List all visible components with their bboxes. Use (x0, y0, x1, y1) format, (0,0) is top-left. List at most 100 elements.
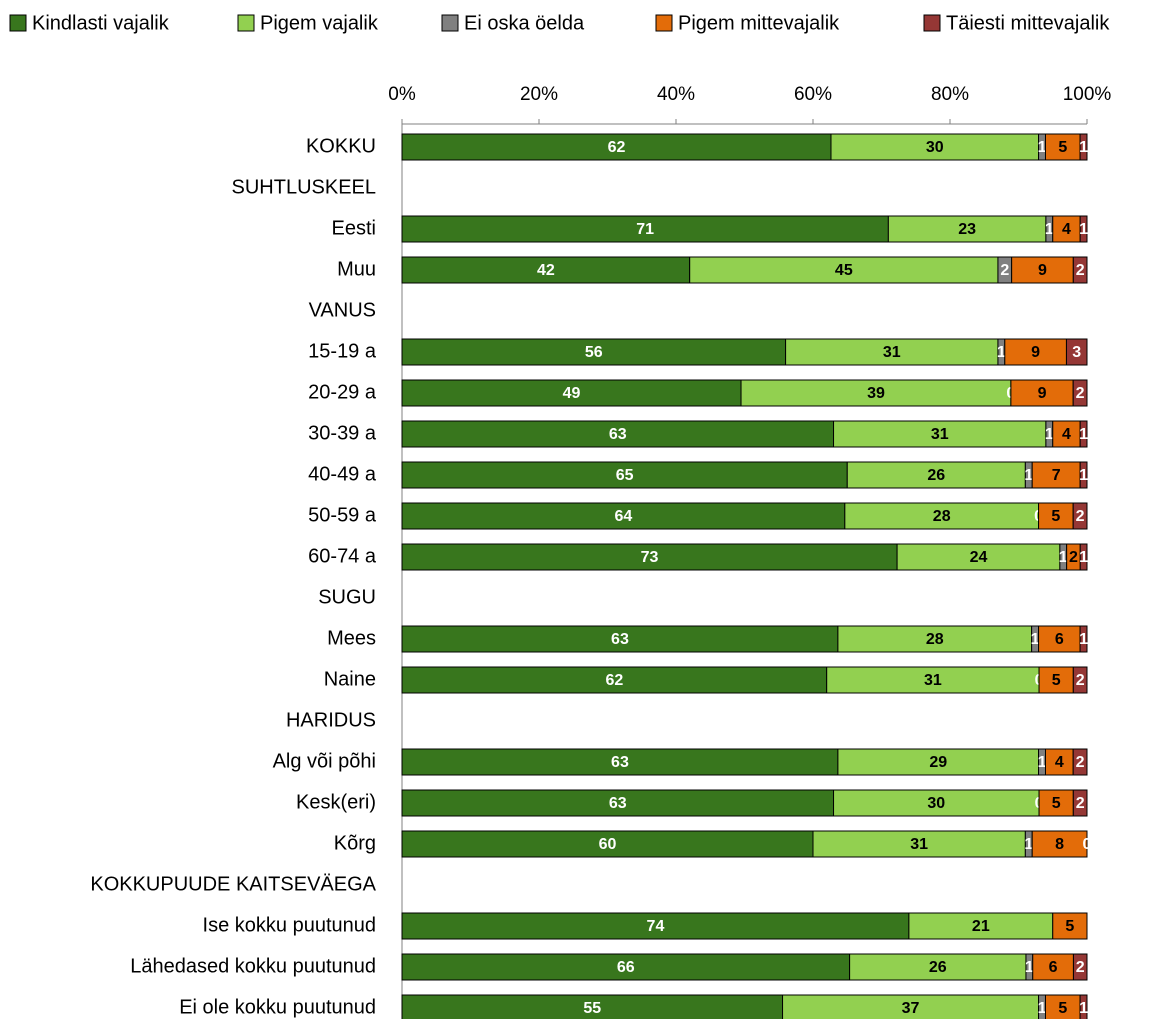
bar-segment-kindlasti-vajalik[interactable] (401, 789, 835, 817)
data-label: 5 (1052, 795, 1061, 812)
bar-segment-taiesti-mittevajalik[interactable] (1079, 461, 1088, 489)
legend-item-pigem-vajalik[interactable]: Pigem vajalik (237, 12, 379, 34)
bar-segment-taiesti-mittevajalik[interactable] (1065, 338, 1088, 366)
bar-segment-kindlasti-vajalik[interactable] (401, 215, 889, 243)
legend-item-taiesti-mittevajalik[interactable]: Täiesti mittevajalik (923, 12, 1110, 34)
bar-segment-kindlasti-vajalik[interactable] (401, 830, 814, 858)
bar-segment-pigem-mittevajalik[interactable] (1038, 789, 1074, 817)
bar-segment-pigem-mittevajalik[interactable] (1011, 256, 1074, 284)
data-label: 63 (611, 631, 629, 648)
bar-segment-kindlasti-vajalik[interactable] (401, 543, 898, 571)
bar-segment-taiesti-mittevajalik[interactable] (1072, 748, 1088, 776)
bar-segment-pigem-mittevajalik[interactable] (1052, 912, 1088, 940)
bar-segment-pigem-vajalik[interactable] (812, 830, 1026, 858)
bar-row-haridus: HARIDUS (286, 709, 376, 731)
bar-segment-pigem-vajalik[interactable] (689, 256, 999, 284)
x-tick-label: 100% (1063, 84, 1112, 105)
bar-segment-pigem-mittevajalik[interactable] (1044, 133, 1081, 161)
bar-segment-taiesti-mittevajalik[interactable] (1079, 543, 1088, 571)
data-label: 6 (1055, 631, 1064, 648)
bar-segment-taiesti-mittevajalik[interactable] (1072, 666, 1088, 694)
bar-segment-taiesti-mittevajalik[interactable] (1072, 953, 1088, 981)
bar-row-20-29-a: 20-29 a4939092 (308, 379, 1088, 407)
data-label: 64 (615, 508, 633, 525)
bar-segment-taiesti-mittevajalik[interactable] (1079, 994, 1088, 1019)
bar-row-naine: Naine6231052 (324, 666, 1088, 694)
bar-segment-taiesti-mittevajalik[interactable] (1072, 789, 1088, 817)
data-label: 37 (902, 1000, 920, 1017)
bar-row-kokku: KOKKU 62 30 1 5 1 (306, 133, 1088, 161)
legend-item-kindlasti-vajalik[interactable]: Kindlasti vajalik (9, 12, 170, 34)
bar-segment-taiesti-mittevajalik[interactable] (1079, 133, 1088, 161)
bar-segment-pigem-mittevajalik[interactable] (1031, 830, 1088, 858)
bar-segment-pigem-mittevajalik[interactable] (1038, 625, 1081, 653)
bar-segment-pigem-mittevajalik[interactable] (1004, 338, 1067, 366)
category-label: 20-29 a (308, 381, 377, 403)
bar-segment-kindlasti-vajalik[interactable] (401, 994, 784, 1019)
bar-segment-taiesti-mittevajalik[interactable] (1079, 215, 1088, 243)
bar-segment-kindlasti-vajalik[interactable] (401, 256, 691, 284)
bar-segment-pigem-vajalik[interactable] (830, 133, 1040, 161)
data-label: 1 (1025, 959, 1034, 976)
category-label: SUGU (318, 586, 376, 608)
bar-segment-kindlasti-vajalik[interactable] (401, 912, 910, 940)
bar-segment-pigem-vajalik[interactable] (887, 215, 1047, 243)
bar-segment-pigem-mittevajalik[interactable] (1038, 666, 1074, 694)
legend-item-ei-oska-oelda[interactable]: Ei oska öelda (441, 12, 585, 34)
bar-segment-kindlasti-vajalik[interactable] (401, 338, 787, 366)
data-label: 0 (1083, 836, 1092, 853)
bar-segment-pigem-vajalik[interactable] (782, 994, 1040, 1019)
data-label: 29 (929, 754, 947, 771)
data-label: 1 (1045, 221, 1054, 238)
bar-segment-pigem-vajalik[interactable] (844, 502, 1040, 530)
bar-segment-taiesti-mittevajalik[interactable] (1079, 420, 1088, 448)
bar-segment-pigem-vajalik[interactable] (740, 379, 1012, 407)
legend-swatch (9, 14, 27, 32)
bar-segment-pigem-mittevajalik[interactable] (1052, 420, 1081, 448)
legend-swatch (655, 14, 673, 32)
data-label: 2 (1076, 262, 1085, 279)
data-label: 5 (1052, 672, 1061, 689)
bar-segment-pigem-vajalik[interactable] (826, 666, 1040, 694)
bar-segment-pigem-mittevajalik[interactable] (1052, 215, 1081, 243)
bar-segment-kindlasti-vajalik[interactable] (401, 461, 848, 489)
bar-segment-pigem-mittevajalik[interactable] (1031, 461, 1081, 489)
data-label: 49 (563, 385, 581, 402)
data-label: 45 (835, 262, 853, 279)
bar-segment-pigem-mittevajalik[interactable] (1032, 953, 1074, 981)
data-label: 4 (1062, 426, 1071, 443)
category-label: HARIDUS (286, 709, 376, 731)
bar-segment-kindlasti-vajalik[interactable] (401, 420, 835, 448)
bar-segment-taiesti-mittevajalik[interactable] (1072, 379, 1088, 407)
data-label: 74 (647, 918, 665, 935)
bar-segment-taiesti-mittevajalik[interactable] (1072, 502, 1088, 530)
bar-segment-pigem-vajalik[interactable] (837, 748, 1040, 776)
bar-segment-pigem-vajalik[interactable] (896, 543, 1061, 571)
bar-segment-kindlasti-vajalik[interactable] (401, 748, 839, 776)
data-label: 63 (609, 795, 627, 812)
data-label: 1 (1038, 1000, 1047, 1017)
data-label: 21 (972, 918, 990, 935)
bar-segment-pigem-vajalik[interactable] (833, 420, 1047, 448)
data-label: 42 (537, 262, 555, 279)
bar-segment-kindlasti-vajalik[interactable] (401, 502, 846, 530)
data-label: 2 (1000, 262, 1009, 279)
data-label: 7 (1052, 467, 1061, 484)
bar-segment-pigem-mittevajalik[interactable] (1010, 379, 1074, 407)
category-label: Eesti (332, 217, 376, 239)
legend-item-pigem-mittevajalik[interactable]: Pigem mittevajalik (655, 12, 840, 34)
bar-segment-taiesti-mittevajalik[interactable] (1079, 625, 1088, 653)
data-label: 1 (1079, 1000, 1088, 1017)
bar-segment-pigem-vajalik[interactable] (785, 338, 999, 366)
bar-row-kesk-eri: Kesk(eri)6330052 (296, 789, 1088, 817)
x-axis: 0% 20% 40% 60% 80% 100% (388, 84, 1111, 1019)
data-label: 9 (1038, 262, 1047, 279)
data-label: 1 (1038, 754, 1047, 771)
bar-segment-kindlasti-vajalik[interactable] (401, 625, 839, 653)
legend-swatch (237, 14, 255, 32)
category-label: Alg või põhi (273, 750, 376, 772)
category-label: Naine (324, 668, 376, 690)
bar-segment-taiesti-mittevajalik[interactable] (1072, 256, 1088, 284)
